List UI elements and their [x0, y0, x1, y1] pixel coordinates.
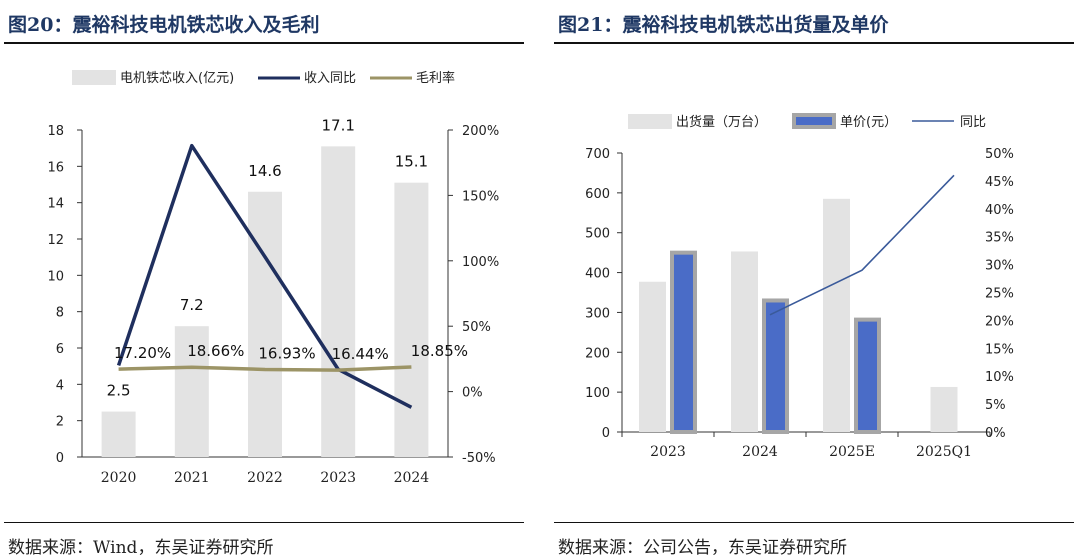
yoy-line: [116, 143, 413, 409]
shipment-bar: [731, 251, 758, 432]
x-tick-label: 2023: [650, 444, 686, 460]
revenue-data-label: 2.5: [107, 382, 131, 400]
figure-21-bottom-rule: [554, 522, 1074, 523]
left-tick-label: 300: [585, 306, 610, 321]
legend-yoy-label: 收入同比: [304, 71, 356, 86]
figure-21-top-rule: [554, 42, 1074, 44]
gross-margin-data-label: 16.93%: [258, 344, 315, 362]
left-tick-label: 100: [585, 386, 610, 401]
left-tick-label: 0: [602, 426, 610, 441]
left-tick-label: 4: [56, 378, 64, 393]
revenue-bar: [174, 326, 209, 457]
figure-20-panel: 图20：震裕科技电机铁芯收入及毛利 0 2 4 6 8 10 12 14 16 18 -50% 0% 5…: [0, 0, 530, 560]
left-tick-label: 400: [585, 267, 610, 282]
right-tick-label: 20%: [985, 314, 1014, 329]
right-tick-label: 45%: [985, 175, 1014, 190]
right-tick-label: 35%: [985, 231, 1014, 246]
shipment-bar: [823, 198, 850, 432]
shipment-bar: [930, 386, 958, 432]
revenue-data-label: 17.1: [321, 116, 354, 134]
gross-margin-data-label: 17.20%: [114, 344, 171, 362]
figure-20-bottom-rule: [4, 522, 524, 523]
gross-margin-data-label: 16.44%: [332, 345, 389, 363]
unit-price-bar: [670, 250, 697, 434]
yoy-line: [769, 174, 955, 316]
figure-21-panel: 图21：震裕科技电机铁芯出货量及单价 0 100 200 300 400 500 600 70…: [550, 0, 1080, 560]
right-tick-label: 10%: [985, 370, 1014, 385]
right-tick-label: 200%: [462, 124, 499, 139]
right-tick-label: 25%: [985, 287, 1014, 302]
x-tick-label: 2025E: [829, 444, 875, 460]
gross-margin-data-label: 18.66%: [187, 342, 244, 360]
left-tick-label: 6: [56, 342, 64, 357]
left-tick-label: 2: [56, 415, 64, 430]
left-tick-label: 0: [56, 451, 64, 466]
unit-price-bar: [854, 317, 881, 434]
figure-21-title: 图21：震裕科技电机铁芯出货量及单价: [558, 14, 889, 36]
revenue-bar: [101, 411, 136, 457]
right-tick-label: 150%: [462, 189, 499, 204]
legend-shipment-swatch: [628, 114, 672, 129]
left-tick-label: 16: [47, 160, 64, 175]
figure-20-source: 数据来源：Wind，东吴证券研究所: [8, 538, 274, 558]
legend-shipment-label: 出货量（万台）: [676, 114, 767, 130]
revenue-bar: [321, 146, 356, 457]
right-tick-label: 5%: [985, 398, 1006, 413]
left-tick-label: 10: [47, 269, 64, 284]
x-tick-label: 2024: [742, 444, 778, 460]
left-tick-label: 700: [585, 147, 610, 162]
x-tick-label: 2025Q1: [916, 444, 972, 460]
left-tick-label: 14: [47, 197, 64, 212]
left-tick-label: 600: [585, 187, 610, 202]
figure-20-top-rule: [4, 42, 524, 44]
x-tick-label: 2024: [394, 470, 430, 486]
right-tick-label: 50%: [985, 147, 1014, 162]
legend-unit-price-swatch: [792, 113, 836, 129]
x-tick-label: 2021: [174, 470, 210, 486]
revenue-data-label: 15.1: [395, 153, 428, 171]
figure-21-chart: 0 100 200 300 400 500 600 700 0% 5% 10% 15% 20% 25% 30…: [585, 113, 1014, 460]
legend-revenue-label: 电机铁芯收入(亿元): [120, 71, 234, 86]
right-tick-label: 30%: [985, 259, 1014, 274]
revenue-data-label: 7.2: [180, 296, 204, 314]
right-tick-label: 0%: [462, 386, 483, 401]
unit-price-bar: [762, 298, 789, 434]
right-tick-label: 15%: [985, 342, 1014, 357]
x-tick-label: 2020: [101, 470, 137, 486]
left-tick-label: 12: [47, 233, 64, 248]
figure-21-source: 数据来源：公司公告，东吴证券研究所: [558, 538, 847, 558]
gross-margin-line: [118, 365, 412, 372]
right-tick-label: 0%: [985, 426, 1006, 441]
legend-unit-price-label: 单价(元）: [840, 115, 897, 130]
legend-yoy-label: 同比: [960, 115, 986, 130]
revenue-data-label: 14.6: [248, 162, 281, 180]
left-tick-label: 200: [585, 346, 610, 361]
legend-gross-margin-label: 毛利率: [416, 70, 455, 86]
right-tick-label: 40%: [985, 203, 1014, 218]
left-tick-label: 500: [585, 227, 610, 242]
figure-20-title: 图20：震裕科技电机铁芯收入及毛利: [8, 14, 320, 36]
left-tick-label: 18: [47, 124, 64, 139]
revenue-bar: [248, 191, 282, 457]
right-tick-label: 100%: [462, 255, 499, 270]
right-tick-label: 50%: [462, 320, 491, 335]
x-tick-label: 2022: [247, 470, 283, 486]
shipment-bar: [639, 281, 666, 432]
revenue-bar: [394, 182, 429, 457]
gross-margin-data-label: 18.85%: [411, 342, 468, 360]
legend-revenue-swatch: [72, 70, 116, 85]
x-tick-label: 2023: [320, 470, 356, 486]
left-tick-label: 8: [56, 306, 64, 321]
figure-20-chart: 0 2 4 6 8 10 12 14 16 18 -50% 0% 50% 100% 150% 200% 2.5 7…: [47, 70, 499, 486]
right-tick-label: -50%: [462, 451, 496, 466]
